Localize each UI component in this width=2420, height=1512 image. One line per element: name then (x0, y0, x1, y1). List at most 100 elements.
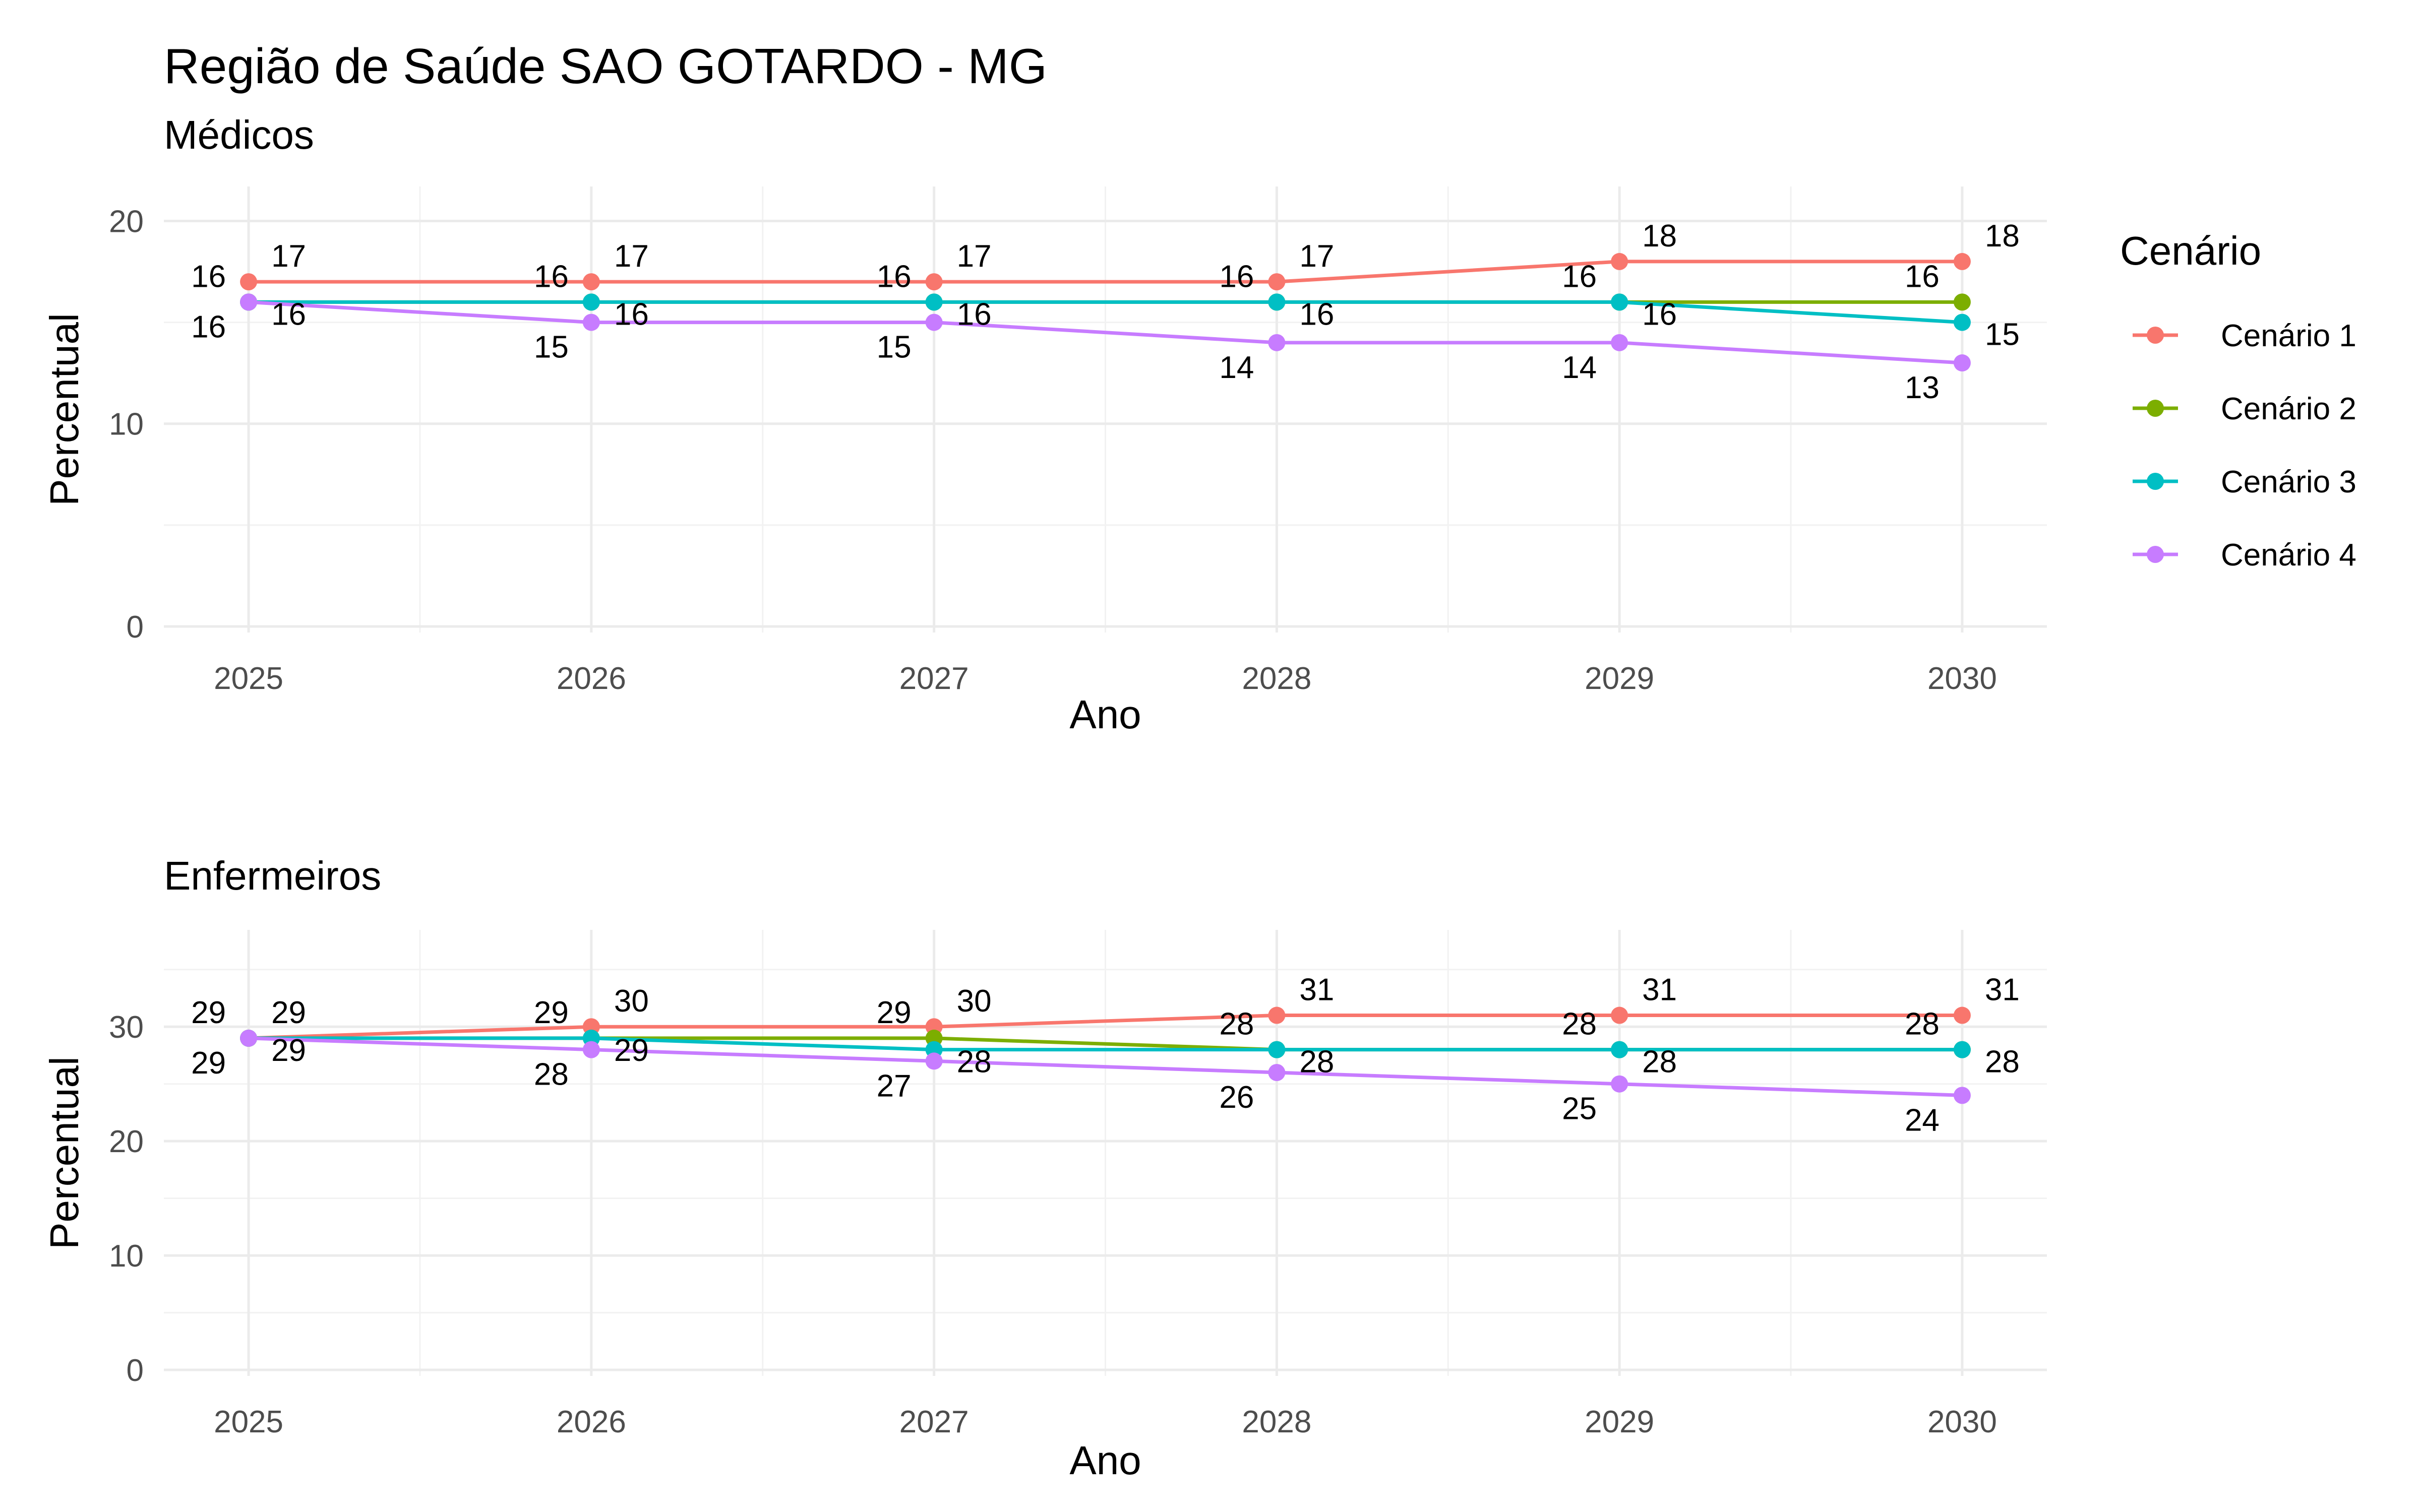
enfermeiros-point-cenario-1-2028 (1268, 1006, 1286, 1024)
medicos-point-cenario-1-2030 (1953, 253, 1971, 270)
enfermeiros-label-cenario-2-2027: 29 (877, 995, 912, 1030)
enfermeiros-label-cenario-2-2030: 28 (1905, 1007, 1940, 1042)
medicos-point-cenario-4-2028 (1268, 334, 1286, 351)
enfermeiros-x-tick-2030: 2030 (1927, 1405, 1997, 1439)
medicos-series-cenario-3 (240, 293, 1971, 331)
medicos-label-cenario-4-2030: 13 (1905, 370, 1940, 405)
medicos-label-cenario-2-2027: 16 (877, 259, 912, 294)
enfermeiros-y-axis-title: Percentual (42, 1056, 87, 1249)
medicos-label-cenario-3-2030: 15 (1985, 318, 2020, 352)
medicos-point-cenario-4-2027 (925, 313, 943, 331)
enfermeiros-label-cenario-1-2025: 29 (271, 995, 306, 1030)
medicos-grid (164, 186, 2047, 633)
enfermeiros-point-cenario-3-2030 (1953, 1041, 1971, 1058)
medicos-label-cenario-3-2025: 16 (271, 297, 306, 332)
enfermeiros-point-cenario-1-2029 (1611, 1006, 1628, 1024)
enfermeiros-label-cenario-3-2028: 28 (1299, 1045, 1334, 1080)
enfermeiros-label-cenario-1-2030: 31 (1985, 973, 2020, 1007)
enfermeiros-y-tick-20: 20 (109, 1124, 144, 1159)
enfermeiros-y-tick-0: 0 (127, 1353, 144, 1388)
medicos-label-cenario-4-2027: 15 (877, 330, 912, 365)
medicos-line-cenario-4 (248, 300, 1963, 365)
medicos-x-tick-2028: 2028 (1242, 661, 1311, 696)
medicos-line-cenario-1 (249, 260, 1962, 284)
legend-title: Cenário (2120, 228, 2261, 273)
medicos-label-cenario-3-2026: 16 (614, 297, 649, 332)
enfermeiros-label-cenario-4-2025: 29 (191, 1046, 226, 1081)
medicos-label-cenario-3-2027: 16 (957, 297, 992, 332)
legend-key-point-cenario-3 (2147, 473, 2164, 490)
medicos-x-tick-2030: 2030 (1927, 661, 1997, 696)
medicos-label-cenario-2-2028: 16 (1219, 259, 1254, 294)
medicos-label-cenario-2-2026: 16 (534, 259, 569, 294)
medicos-point-cenario-4-2026 (582, 313, 600, 331)
enfermeiros-label-cenario-1-2026: 30 (614, 984, 649, 1019)
medicos-y-axis-title: Percentual (42, 313, 87, 506)
enfermeiros-point-cenario-3-2029 (1611, 1041, 1628, 1058)
enfermeiros-label-cenario-4-2030: 24 (1905, 1103, 1940, 1138)
medicos-point-cenario-1-2028 (1268, 273, 1286, 291)
legend-label-cenario-2: Cenário 2 (2221, 392, 2356, 426)
enfermeiros-label-cenario-2-2026: 29 (534, 995, 569, 1030)
medicos-point-cenario-3-2030 (1953, 313, 1971, 331)
enfermeiros-grid (164, 930, 2047, 1376)
medicos-point-cenario-1-2026 (582, 273, 600, 291)
medicos-label-cenario-1-2026: 17 (614, 239, 649, 274)
page-title: Região de Saúde SAO GOTARDO - MG (164, 38, 1047, 94)
medicos-label-cenario-2-2030: 16 (1905, 259, 1940, 294)
medicos-point-cenario-1-2027 (925, 273, 943, 291)
medicos-data-labels: 17 17 17 17 18 18 16 16 16 16 16 16 16 16 16 16 16 15 16 15… (191, 219, 2020, 405)
enfermeiros-point-cenario-4-2027 (925, 1052, 943, 1070)
medicos-point-cenario-4-2025 (240, 293, 258, 311)
legend-key-point-cenario-1 (2147, 327, 2164, 344)
medicos-line-cenario-3 (249, 300, 1963, 325)
enfermeiros-point-cenario-4-2028 (1268, 1064, 1286, 1081)
medicos-y-tick-0: 0 (127, 610, 144, 645)
medicos-label-cenario-2-2029: 16 (1562, 259, 1597, 294)
enfermeiros-label-cenario-1-2027: 30 (957, 984, 992, 1019)
medicos-point-cenario-1-2029 (1611, 253, 1628, 270)
medicos-label-cenario-3-2028: 16 (1299, 297, 1334, 332)
medicos-series-cenario-4 (240, 293, 1971, 372)
medicos-y-tick-10: 10 (109, 407, 144, 442)
medicos-label-cenario-4-2028: 14 (1219, 350, 1254, 385)
medicos-point-cenario-2-2030 (1953, 293, 1971, 311)
medicos-label-cenario-4-2026: 15 (534, 330, 569, 365)
medicos-series-cenario-1 (240, 253, 1971, 291)
enfermeiros-x-tick-2029: 2029 (1585, 1405, 1654, 1439)
enfermeiros-y-tick-30: 30 (109, 1010, 144, 1045)
legend-label-cenario-1: Cenário 1 (2221, 319, 2356, 353)
enfermeiros-label-cenario-4-2027: 27 (877, 1068, 912, 1103)
medicos-label-cenario-1-2030: 18 (1985, 219, 2020, 254)
legend-label-cenario-3: Cenário 3 (2221, 465, 2356, 499)
enfermeiros-point-cenario-1-2030 (1953, 1006, 1971, 1024)
enfermeiros-point-cenario-4-2025 (240, 1029, 258, 1047)
medicos-point-cenario-4-2030 (1953, 354, 1971, 372)
enfermeiros-label-cenario-1-2028: 31 (1299, 973, 1334, 1007)
enfermeiros-label-cenario-3-2027: 28 (957, 1045, 992, 1080)
panel-medicos-title: Médicos (164, 112, 314, 157)
medicos-label-cenario-4-2029: 14 (1562, 350, 1597, 385)
enfermeiros-label-cenario-4-2028: 26 (1219, 1080, 1254, 1115)
enfermeiros-label-cenario-3-2029: 28 (1642, 1045, 1677, 1080)
medicos-point-cenario-4-2029 (1611, 334, 1628, 351)
panel-medicos: Médicos 0 10 20 2025 2026 2027 2028 2029 2030 Ano… (42, 112, 2047, 737)
medicos-label-cenario-2-2025: 16 (191, 259, 226, 294)
medicos-x-tick-2027: 2027 (899, 661, 969, 696)
enfermeiros-line-cenario-1 (248, 1014, 1962, 1040)
legend-label-cenario-4: Cenário 4 (2221, 538, 2356, 573)
medicos-x-tick-2026: 2026 (557, 661, 626, 696)
enfermeiros-point-cenario-4-2030 (1953, 1087, 1971, 1104)
medicos-label-cenario-1-2027: 17 (957, 239, 992, 274)
enfermeiros-series-cenario-4 (240, 1029, 1971, 1104)
legend-key-point-cenario-4 (2147, 546, 2164, 563)
enfermeiros-x-tick-2028: 2028 (1242, 1405, 1311, 1439)
enfermeiros-line-cenario-4 (248, 1036, 1963, 1097)
medicos-x-axis-title: Ano (1069, 692, 1141, 737)
medicos-label-cenario-1-2029: 18 (1642, 219, 1677, 254)
enfermeiros-label-cenario-2-2028: 28 (1219, 1007, 1254, 1042)
enfermeiros-line-cenario-3 (249, 1036, 1962, 1052)
medicos-point-cenario-3-2029 (1611, 293, 1628, 311)
